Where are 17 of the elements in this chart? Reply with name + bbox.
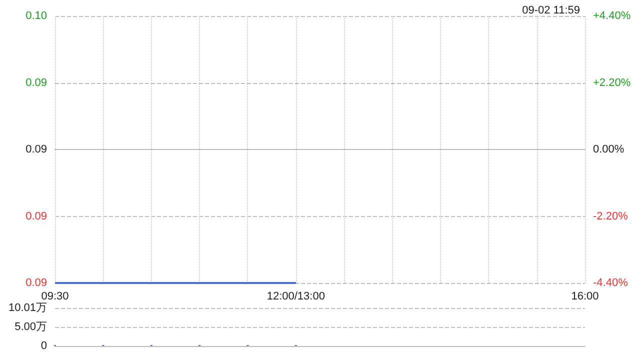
y2-tick-label: -2.20% bbox=[593, 210, 628, 222]
y-tick-label: 0.10 bbox=[26, 10, 47, 22]
chart-subtitle: 09-02 11:59 bbox=[522, 4, 580, 16]
x-tick-label: 09:30 bbox=[41, 290, 69, 302]
y-tick-label: 5.00万 bbox=[14, 321, 47, 334]
y-tick-label: 0.09 bbox=[26, 277, 47, 289]
x-tick-label: 16:00 bbox=[571, 290, 599, 302]
y-tick-label: 0.09 bbox=[26, 210, 47, 222]
y-tick-label: 0.09 bbox=[26, 76, 47, 89]
y2-tick-label: +2.20% bbox=[593, 76, 631, 89]
y2-tick-label: 0.00% bbox=[593, 144, 624, 156]
x-tick-label: 12:00/13:00 bbox=[266, 290, 325, 302]
y2-tick-label: +4.40% bbox=[593, 10, 631, 22]
y-tick-label: 10.01万 bbox=[8, 302, 47, 314]
y-tick-label: 0.09 bbox=[26, 144, 47, 156]
y2-tick-label: -4.40% bbox=[593, 277, 628, 289]
y-tick-label: 0 bbox=[40, 340, 47, 352]
